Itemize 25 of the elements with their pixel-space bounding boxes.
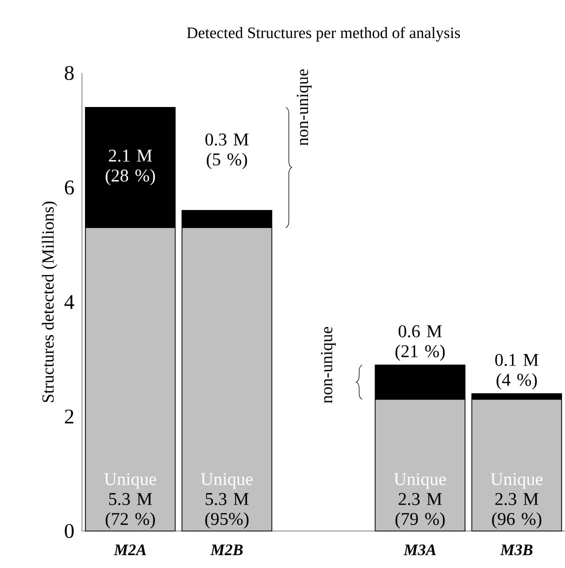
data-label: 2.1 M (28 %) xyxy=(106,150,155,186)
data-label: 0.3 M (5 %) xyxy=(205,133,249,170)
data-label: 5.3 M (95%) xyxy=(205,493,249,529)
data-label: 5.3 M (72 %) xyxy=(106,493,155,529)
y-tick-label: 2 xyxy=(64,410,74,424)
data-label: 2.3 M (96 %) xyxy=(492,493,542,529)
text: Unique xyxy=(490,473,542,489)
y-axis-title: Structures detected (Millions) xyxy=(42,202,58,402)
data-label: 0.1 M (4 %) xyxy=(495,354,538,390)
y-tick-label: 0 xyxy=(64,524,74,538)
text: Unique xyxy=(394,473,446,489)
annotation: non-unique xyxy=(320,326,336,404)
x-tick-label: M3A xyxy=(404,544,436,556)
y-tick-label: 6 xyxy=(64,180,74,195)
annotation: non-unique xyxy=(296,69,312,146)
x-tick-label: M2B xyxy=(210,544,243,556)
x-tick-label: M2A xyxy=(114,544,146,556)
x-tick-label: M3B xyxy=(500,544,532,556)
y-tick-label: 8 xyxy=(64,66,74,80)
chart-title: Detected Structures per method of analysis xyxy=(186,26,460,42)
data-label: 2.3 M (79 %) xyxy=(395,493,445,529)
data-label: 0.6 M (21 %) xyxy=(395,325,445,361)
series-label: Unique xyxy=(104,473,156,489)
text: Unique xyxy=(200,473,253,489)
y-tick-label: 4 xyxy=(64,295,74,309)
